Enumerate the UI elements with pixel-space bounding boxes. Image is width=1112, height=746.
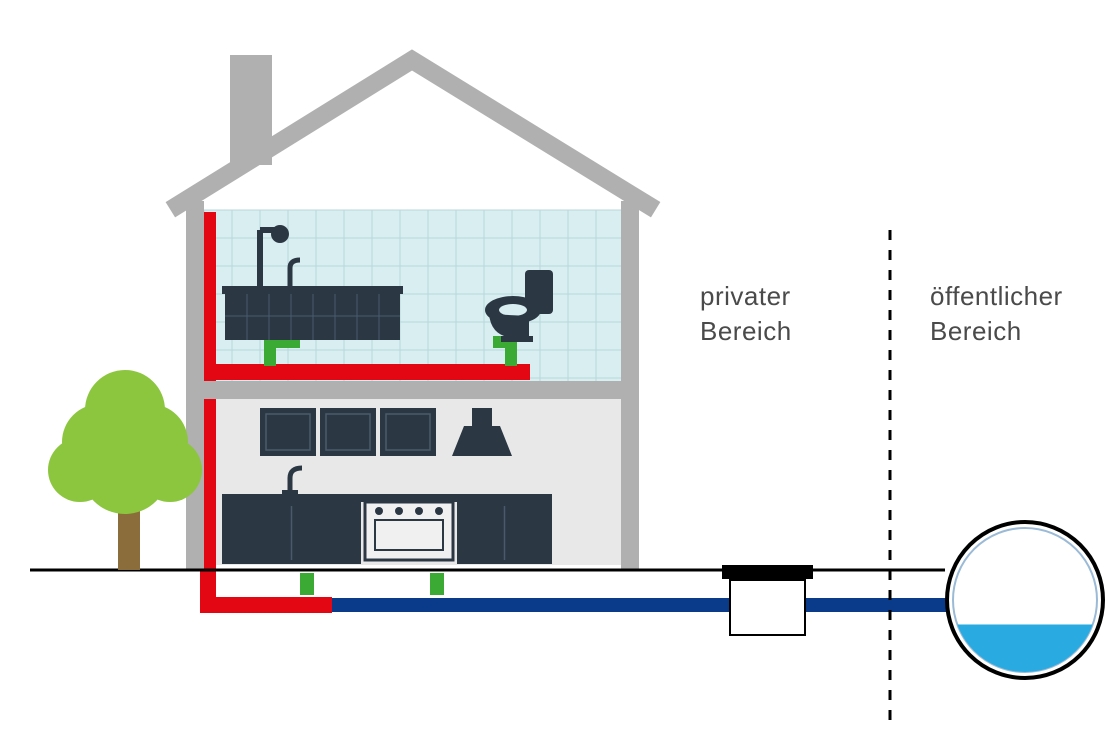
label-private: privater <box>700 281 791 311</box>
upper-cabinet <box>380 408 436 456</box>
label-public-2: Bereich <box>930 316 1022 346</box>
shower-head-icon <box>271 225 289 243</box>
upper-cabinet <box>260 408 316 456</box>
drain-trap <box>300 573 314 595</box>
label-public: öffentlicher <box>930 281 1063 311</box>
drainage-diagram: privater Bereich öffentlicher Bereich <box>0 0 1112 746</box>
inspection-lid <box>722 565 813 579</box>
drain-trap <box>264 336 276 366</box>
inspection-chamber <box>730 580 805 635</box>
drain-trap <box>430 573 444 595</box>
label-private-2: Bereich <box>700 316 792 346</box>
tree-foliage <box>48 370 202 514</box>
upper-cabinet <box>320 408 376 456</box>
bathtub <box>222 286 403 340</box>
